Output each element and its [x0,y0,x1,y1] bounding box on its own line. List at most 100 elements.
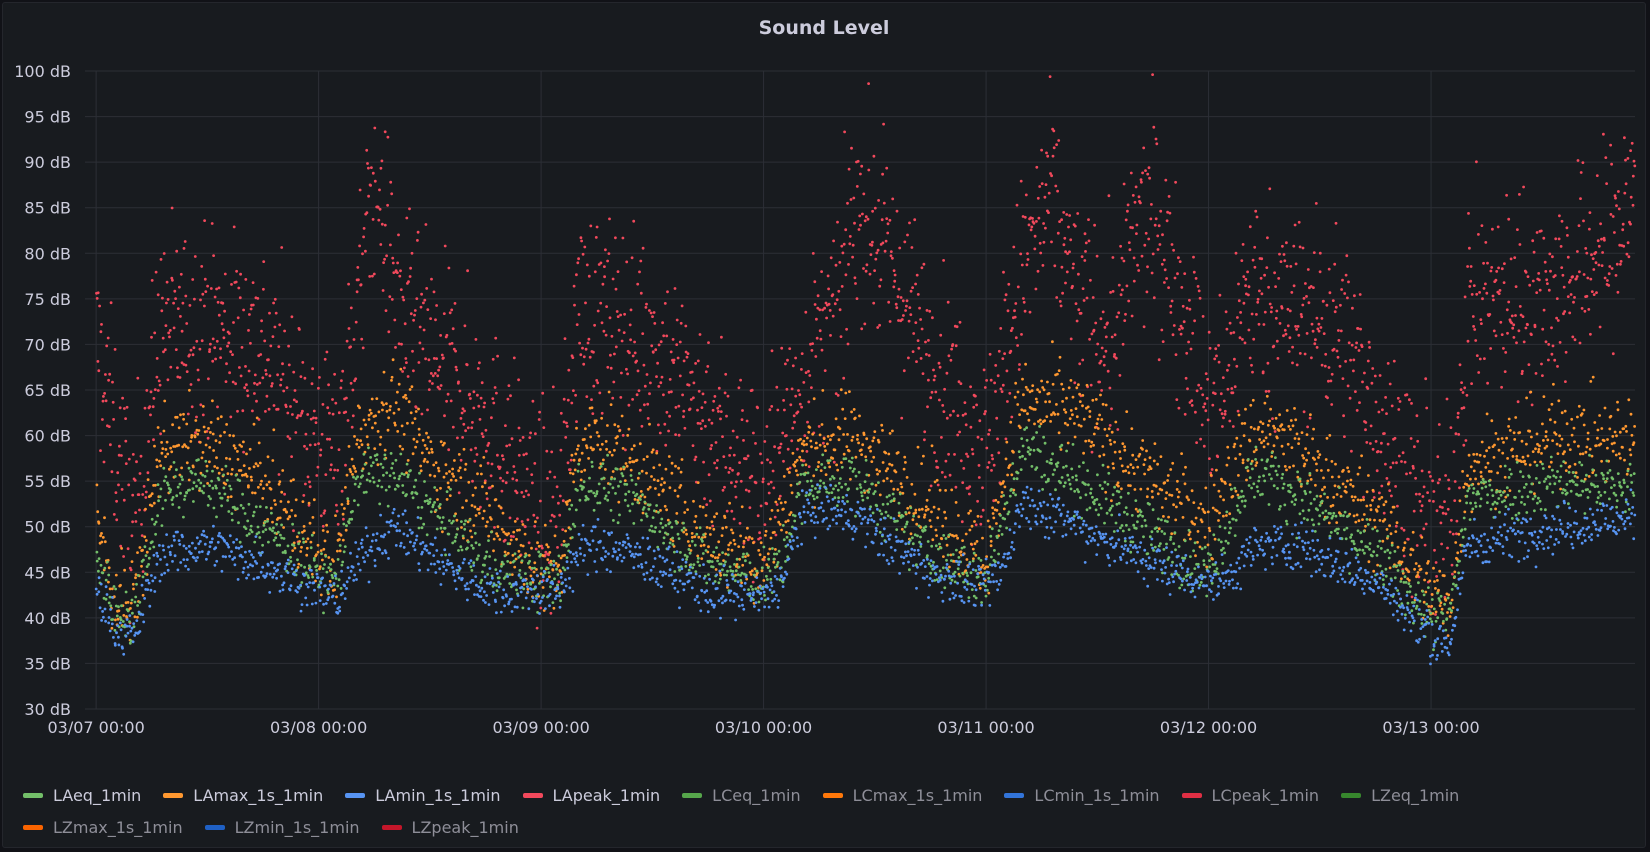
data-point [1504,351,1508,354]
data-point [1285,241,1288,245]
data-point [447,532,451,536]
data-point [477,507,481,511]
data-point [1285,409,1289,412]
data-point [1203,511,1207,514]
data-point [1461,470,1464,473]
data-point [1630,141,1634,145]
data-point [1076,212,1080,215]
data-point [1462,406,1466,410]
data-point [1296,475,1300,479]
data-point [862,433,866,436]
data-point [1541,374,1544,377]
data-point [1389,532,1393,536]
data-point [1041,264,1045,267]
data-point [935,534,938,537]
data-point [1511,326,1515,330]
data-point [1299,484,1303,488]
data-point [409,312,413,316]
data-point [811,432,815,436]
y-tick-label: 50 dB [24,518,71,537]
data-point [529,582,533,586]
data-point [566,461,570,465]
data-point [1322,299,1325,303]
data-point [1312,251,1316,255]
data-point [114,491,118,494]
data-point [210,479,214,483]
data-point [621,434,625,437]
data-point [362,452,366,456]
data-point [913,492,917,496]
data-point [95,550,99,554]
data-point [1314,483,1317,487]
data-point [737,472,740,475]
data-point [1579,452,1582,456]
data-point [837,289,841,293]
data-point [645,302,648,306]
data-point [1514,314,1517,317]
data-point [1234,489,1238,493]
data-point [1574,471,1578,475]
data-point [760,461,764,465]
data-point [630,478,634,482]
data-point [965,558,969,561]
data-point [181,478,184,481]
data-point [937,507,941,511]
data-point [1438,604,1442,608]
data-point [1591,471,1595,474]
data-point [816,294,820,298]
y-tick-label: 35 dB [24,654,71,673]
data-point [1444,512,1448,516]
data-point [776,408,780,412]
data-point [1456,411,1460,415]
data-point [1141,439,1145,442]
data-point [1290,291,1294,294]
data-point [820,423,824,426]
data-point [1359,327,1362,331]
data-point [997,349,1001,353]
data-point [565,544,568,548]
data-point [1162,258,1166,262]
data-point [545,543,549,547]
data-point [1295,432,1299,436]
data-point [1175,488,1179,491]
data-point [420,526,424,530]
data-point [412,318,415,322]
data-point [164,448,168,451]
data-point [1094,353,1098,356]
data-point [1063,236,1067,240]
data-point [378,207,382,211]
data-point [1161,233,1164,237]
data-point [182,515,185,519]
data-point [1606,438,1609,441]
data-point [414,478,418,482]
data-point [1031,384,1035,387]
data-point [1392,359,1396,363]
data-point [171,423,175,427]
data-point [156,389,160,392]
data-point [1130,314,1134,318]
data-point [579,478,583,482]
data-point [1538,288,1542,292]
data-point [504,424,507,427]
data-point [466,426,470,430]
data-point [1071,284,1074,288]
data-point [969,385,972,389]
data-point [1121,342,1125,346]
data-point [959,382,963,385]
data-point [201,451,205,454]
data-point [478,543,481,547]
data-point [496,354,499,358]
data-point [1462,443,1466,447]
data-point [1494,507,1497,511]
data-point [864,269,868,273]
data-point [770,405,774,408]
data-point [380,401,384,405]
data-point [264,474,267,478]
data-point [99,563,103,567]
data-point [426,308,430,311]
data-point [1288,336,1292,340]
data-point [494,498,498,501]
data-point [1400,526,1404,530]
data-point [300,581,304,584]
